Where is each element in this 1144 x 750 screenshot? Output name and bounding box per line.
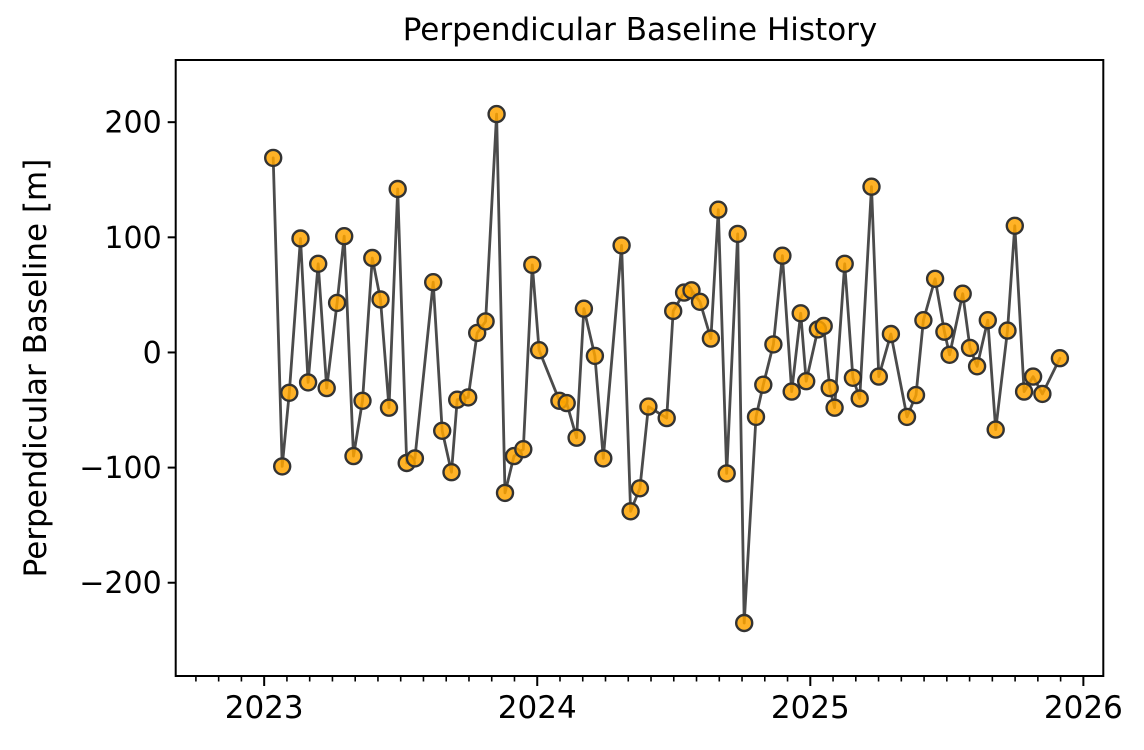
- data-point: [317, 378, 336, 398]
- x-tick-label: 2025: [771, 690, 850, 726]
- data-point: [986, 420, 1005, 439]
- data-point: [820, 378, 839, 398]
- data-point: [953, 284, 972, 303]
- data-point: [735, 613, 754, 633]
- data-point: [869, 367, 888, 386]
- data-point: [709, 200, 728, 219]
- data-point: [379, 398, 399, 417]
- data-point: [612, 236, 631, 255]
- data-point: [523, 255, 542, 275]
- data-point: [424, 273, 443, 292]
- data-point: [327, 293, 347, 313]
- data-point: [960, 338, 980, 358]
- data-point: [1023, 367, 1043, 386]
- y-tick-label: −100: [79, 451, 161, 486]
- data-point: [630, 479, 650, 498]
- data-point: [998, 321, 1017, 340]
- data-point: [746, 407, 766, 427]
- data-point: [298, 373, 318, 392]
- data-point: [862, 177, 881, 196]
- data-point: [476, 312, 495, 331]
- data-point: [850, 389, 869, 408]
- data-point: [621, 502, 640, 521]
- data-point: [728, 224, 747, 244]
- x-tick-label: 2026: [1044, 690, 1123, 726]
- x-tick-label: 2024: [498, 690, 577, 726]
- data-point: [906, 385, 926, 405]
- y-tick-label: −200: [79, 566, 161, 601]
- data-point: [353, 391, 372, 410]
- data-point: [495, 483, 515, 503]
- chart-title: Perpendicular Baseline History: [402, 12, 878, 48]
- data-point: [388, 179, 407, 199]
- data-point: [280, 383, 299, 402]
- y-tick-label: 100: [104, 221, 161, 256]
- data-point: [978, 311, 997, 330]
- data-point: [1014, 382, 1034, 401]
- data-point: [940, 345, 959, 364]
- data-point: [529, 341, 549, 360]
- data-point: [344, 446, 363, 466]
- data-point: [664, 301, 683, 321]
- data-point: [585, 346, 605, 366]
- data-point: [594, 449, 613, 468]
- data-point: [782, 382, 801, 401]
- data-point: [835, 254, 854, 273]
- data-point: [773, 246, 792, 265]
- data-point: [335, 226, 354, 246]
- data-point: [487, 104, 506, 124]
- data-point: [897, 407, 917, 427]
- data-point: [557, 393, 576, 413]
- data-point: [657, 408, 676, 428]
- data-point: [309, 254, 328, 273]
- data-point: [264, 148, 283, 168]
- data-point: [567, 428, 586, 447]
- data-point: [764, 335, 783, 354]
- data-point: [405, 449, 425, 468]
- data-point: [797, 372, 816, 391]
- axes-frame: [174, 59, 1105, 677]
- data-point: [967, 357, 987, 376]
- x-tick-label: 2023: [225, 690, 304, 726]
- data-point: [717, 464, 736, 483]
- data-point: [574, 299, 594, 318]
- data-point: [1005, 216, 1024, 236]
- data-point: [935, 322, 954, 341]
- data-point: [843, 368, 863, 387]
- data-point: [1050, 349, 1070, 368]
- data-point: [690, 292, 710, 311]
- data-point: [925, 269, 945, 288]
- data-point: [442, 463, 461, 482]
- data-point: [273, 457, 292, 476]
- y-tick-label: 0: [143, 336, 162, 371]
- data-point: [754, 375, 773, 394]
- data-point: [814, 316, 833, 336]
- data-point: [514, 440, 533, 459]
- data-point: [371, 290, 390, 309]
- data-point: [363, 248, 382, 268]
- data-point: [825, 398, 844, 417]
- data-point: [639, 397, 658, 416]
- data-point: [701, 329, 721, 348]
- data-point: [1033, 384, 1052, 404]
- data-point: [433, 421, 452, 440]
- data-point: [459, 388, 478, 407]
- data-point: [914, 311, 933, 330]
- data-point: [291, 229, 310, 248]
- data-point: [791, 304, 810, 323]
- y-tick-label: 200: [104, 106, 161, 141]
- data-point: [881, 324, 901, 344]
